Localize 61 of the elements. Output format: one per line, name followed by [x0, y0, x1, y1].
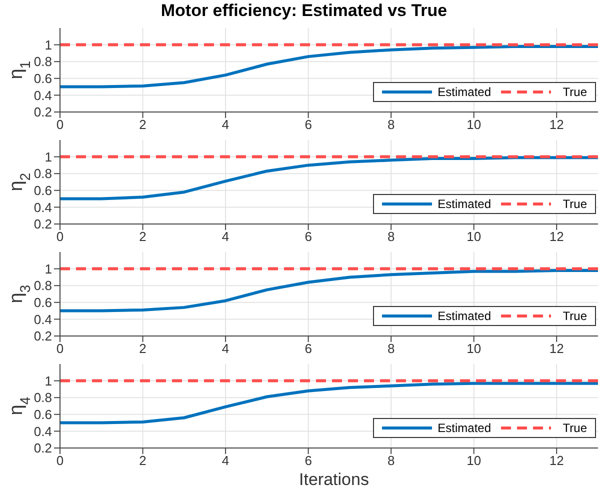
y-tick-label: 0.6 [34, 407, 52, 422]
x-tick-label: 12 [549, 117, 564, 132]
x-tick-label: 8 [387, 453, 395, 468]
legend-label: Estimated [438, 309, 491, 323]
legend-label: True [562, 85, 587, 99]
x-tick-label: 4 [222, 341, 230, 356]
x-tick-label: 2 [139, 341, 146, 356]
x-tick-label: 0 [56, 229, 64, 244]
y-tick-label: 0.6 [34, 183, 52, 198]
x-tick-label: 6 [304, 453, 312, 468]
x-tick-label: 8 [387, 229, 395, 244]
y-tick-label: 0.4 [34, 424, 52, 439]
chart-title: Motor efficiency: Estimated vs True [160, 0, 448, 22]
x-tick-label: 4 [222, 229, 230, 244]
x-tick-label: 0 [56, 117, 64, 132]
x-tick-label: 10 [466, 453, 482, 468]
y-tick-label: 0.6 [34, 71, 52, 86]
line-series [60, 44, 598, 88]
y-tick-label: 0.8 [34, 166, 52, 182]
legend-label: Estimated [438, 197, 491, 211]
legend-label: True [562, 197, 587, 211]
x-tick-label: 0 [56, 341, 64, 356]
legend-label: Estimated [438, 85, 491, 99]
legend-label: True [562, 421, 587, 435]
legend-label: True [562, 309, 587, 323]
x-tick-label: 4 [222, 117, 230, 132]
x-tick-label: 2 [139, 453, 146, 468]
y-tick-label: 1 [44, 149, 52, 164]
legend-label: Estimated [438, 421, 491, 435]
y-tick-label: 1 [44, 373, 52, 388]
x-tick-label: 2 [139, 229, 146, 244]
x-tick-label: 2 [139, 117, 146, 132]
x-tick-label: 12 [549, 229, 564, 244]
line-series [60, 382, 598, 424]
y-tick-label: 0.8 [34, 390, 52, 406]
y-tick-label: 0.6 [34, 295, 52, 310]
x-tick-label: 12 [549, 453, 564, 468]
x-tick-label: 10 [466, 117, 482, 132]
x-tick-label: 4 [222, 453, 230, 468]
y-tick-label: 1 [44, 37, 52, 52]
y-tick-label: 0.2 [34, 440, 52, 456]
line-series [60, 268, 598, 312]
y-tick-label: 0.4 [34, 200, 52, 215]
y-tick-label: 0.4 [34, 312, 52, 327]
x-tick-label: 8 [387, 341, 395, 356]
y-tick-label: 0.2 [34, 328, 52, 344]
y-tick-label: 0.4 [34, 88, 52, 103]
x-tick-label: 10 [466, 229, 482, 244]
x-tick-label: 6 [304, 229, 312, 244]
x-tick-label: 8 [387, 117, 395, 132]
y-tick-label: 1 [44, 261, 52, 276]
y-tick-label: 0.2 [34, 104, 52, 120]
x-tick-label: 12 [549, 341, 564, 356]
x-tick-label: 6 [304, 117, 312, 132]
x-tick-label: 10 [466, 341, 482, 356]
x-tick-label: 0 [56, 453, 64, 468]
x-tick-label: 6 [304, 341, 312, 356]
y-tick-label: 0.8 [34, 278, 52, 294]
x-axis-title: Iterations [298, 470, 370, 491]
y-tick-label: 0.8 [34, 54, 52, 70]
y-tick-label: 0.2 [34, 216, 52, 232]
